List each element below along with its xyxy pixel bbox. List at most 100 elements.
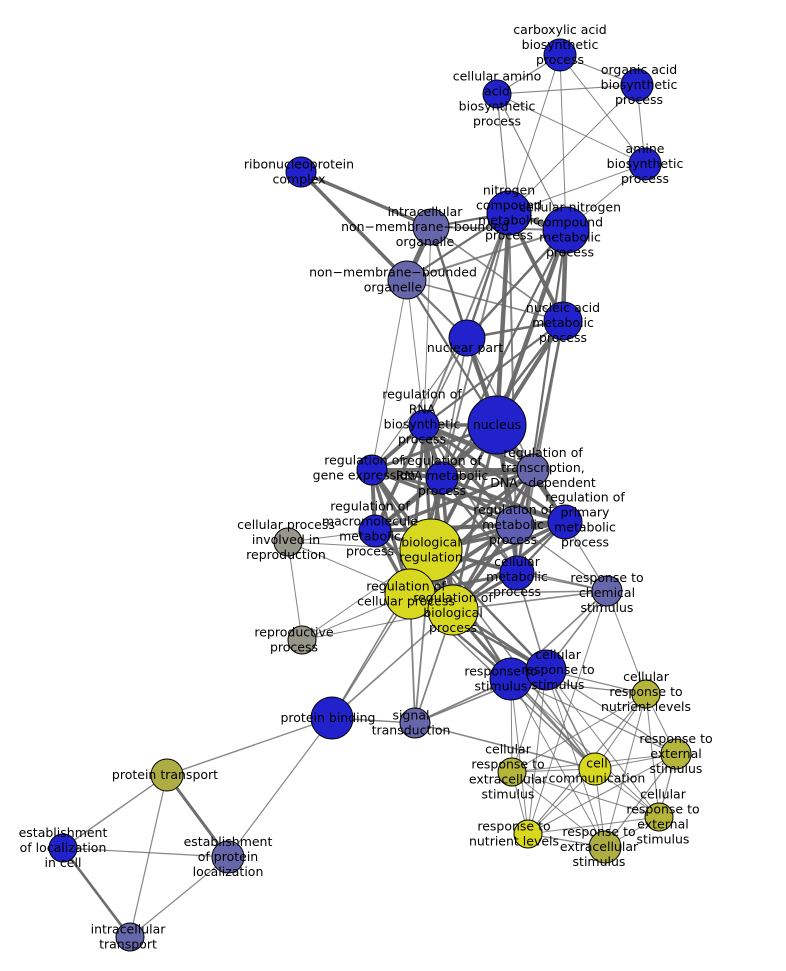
graph-node-response-to-nutrient-levels[interactable]: response to nutrient levels: [513, 819, 543, 849]
graph-edge[interactable]: [508, 163, 646, 214]
graph-node-non-membrane-bounded-organelle[interactable]: non−membrane−bounded organelle: [387, 260, 427, 300]
graph-node-establishment-of-protein-localization[interactable]: establishment of protein localization: [211, 840, 245, 874]
graph-node-label: response to extracellular stimulus: [560, 824, 639, 869]
graph-edge[interactable]: [511, 771, 606, 848]
graph-edge[interactable]: [441, 337, 468, 479]
graph-edge[interactable]: [604, 693, 647, 848]
graph-edge[interactable]: [371, 337, 468, 471]
graph-edge[interactable]: [287, 541, 303, 641]
graph-edge[interactable]: [545, 669, 660, 818]
graph-node-protein-binding[interactable]: protein binding: [310, 696, 354, 740]
graph-node-nitrogen-compound-metabolic-process[interactable]: nitrogen compound metabolic process: [486, 190, 532, 236]
graph-node-protein-transport[interactable]: protein transport: [150, 758, 184, 792]
graph-node-cellular-response-to-nutrient-levels[interactable]: cellular response to nutrient levels: [631, 679, 661, 709]
graph-edge[interactable]: [527, 753, 677, 835]
graph-node-cellular-response-to-extracellular-stimulus[interactable]: cellular response to extracellular stimu…: [497, 757, 527, 787]
graph-node-reproductive-process[interactable]: reproductive process: [287, 625, 317, 655]
graph-edge[interactable]: [370, 468, 567, 524]
graph-edge[interactable]: [423, 226, 432, 426]
graph-node-nuclear-part[interactable]: nuclear part: [448, 319, 486, 357]
graph-edge[interactable]: [331, 609, 454, 719]
graph-node-label: regulation of metabolic process: [473, 502, 553, 547]
graph-node-response-to-extracellular-stimulus[interactable]: response to extracellular stimulus: [588, 830, 622, 864]
graph-edge[interactable]: [559, 54, 646, 165]
graph-node-cellular-amino-acid-biosynthetic-process[interactable]: cellular amino acid biosynthetic process: [482, 79, 512, 109]
graph-node-label: establishment of protein localization: [184, 834, 273, 879]
graph-node-cellular-process-involved-in-reproduction[interactable]: cellular process involved in reproductio…: [273, 527, 303, 557]
graph-edge[interactable]: [496, 93, 567, 231]
graph-edge[interactable]: [510, 678, 606, 848]
graph-edge[interactable]: [166, 717, 333, 776]
graph-node-regulation-of-macromolecule-metabolic-process[interactable]: regulation of macromolecule metabolic pr…: [358, 514, 392, 548]
graph-edge[interactable]: [406, 279, 564, 322]
graph-node-signal-transduction[interactable]: signal transduction: [399, 707, 431, 739]
graph-edge[interactable]: [129, 856, 229, 938]
graph-edge[interactable]: [559, 54, 567, 231]
graph-edge[interactable]: [406, 229, 567, 281]
graph-edge[interactable]: [165, 773, 230, 859]
graph-edge[interactable]: [465, 228, 568, 340]
graph-node-cell-communication[interactable]: cell communication: [578, 752, 612, 786]
graph-edge[interactable]: [645, 693, 660, 818]
graph-edge[interactable]: [62, 774, 168, 849]
labels-layer: carboxylic acid biosynthetic process organi…: [19, 22, 713, 952]
graph-edge[interactable]: [527, 816, 660, 835]
graph-node-regulation-of-gene-expression[interactable]: regulation of gene expression: [356, 454, 388, 486]
graph-node-ribonucleoprotein-complex[interactable]: ribonucleoprotein complex: [285, 156, 317, 188]
graph-edge[interactable]: [414, 722, 596, 770]
graph-node-response-to-external-stimulus[interactable]: response to external stimulus: [660, 738, 692, 770]
graph-edge[interactable]: [227, 717, 333, 858]
graph-node-label: nucleic acid metabolic process: [526, 300, 600, 345]
graph-node-regulation-of-transcription-dna-dependent[interactable]: regulation of transcription, DNA−depende…: [516, 453, 550, 487]
graph-node-cellular-response-to-external-stimulus[interactable]: cellular response to external stimulus: [644, 802, 674, 832]
graph-node-cellular-metabolic-process[interactable]: cellular metabolic process: [499, 555, 535, 591]
graph-edge[interactable]: [422, 319, 565, 427]
graph-edge[interactable]: [527, 669, 547, 835]
graph-edge[interactable]: [511, 771, 660, 818]
graph-edge[interactable]: [511, 693, 647, 773]
graph-edge[interactable]: [604, 753, 677, 848]
graph-node-label: carboxylic acid biosynthetic process: [513, 22, 606, 67]
graph-edge[interactable]: [452, 590, 608, 611]
graph-edge[interactable]: [371, 279, 408, 471]
graph-node-response-to-chemical-stimulus[interactable]: response to chemical stimulus: [591, 575, 623, 607]
graph-edge[interactable]: [370, 468, 517, 527]
graph-node-intracellular-non-membrane-bounded-organelle[interactable]: intracellular non−membrane−bounded organ…: [412, 208, 450, 246]
graph-node-cellular-response-to-stimulus[interactable]: cellular response to stimulus: [525, 649, 567, 691]
graph-node-label: response to stimulus: [464, 663, 537, 693]
graph-edge[interactable]: [510, 678, 529, 835]
graph-edge[interactable]: [430, 226, 564, 322]
graph-node-amine-biosynthetic-process[interactable]: amine biosynthetic process: [628, 147, 662, 181]
graph-node-label: regulation of transcription, DNA−dependent: [490, 445, 596, 490]
graph-node-regulation-of-rna-metabolic-process[interactable]: regulation of RNA metabolic process: [425, 461, 459, 495]
graph-edge[interactable]: [423, 212, 510, 426]
graph-node-nucleic-acid-metabolic-process[interactable]: nucleic acid metabolic process: [543, 301, 583, 341]
graph-edge[interactable]: [61, 846, 132, 939]
graph-node-establishment-of-localization-in-cell[interactable]: establishment of localization in cell: [48, 833, 78, 863]
graph-edge[interactable]: [545, 669, 677, 755]
graph-edge[interactable]: [545, 669, 606, 848]
graph-node-intracellular-transport[interactable]: intracellular transport: [115, 922, 145, 952]
graph-edge[interactable]: [301, 609, 454, 641]
graph-edge[interactable]: [508, 54, 561, 214]
graph-node-organic-acid-biosynthetic-process[interactable]: organic acid biosynthetic process: [620, 68, 654, 102]
graph-node-regulation-of-biological-process[interactable]: regulation of biological process: [427, 584, 479, 636]
graph-node-regulation-of-rna-biosynthetic-process[interactable]: regulation of RNA biosynthetic process: [408, 409, 440, 441]
graph-edge[interactable]: [423, 424, 518, 574]
graph-node-nucleus[interactable]: nucleus: [467, 395, 527, 455]
graph-edge[interactable]: [62, 847, 229, 858]
graph-edge[interactable]: [508, 84, 638, 214]
graph-node-label: regulation of cellular process: [357, 578, 455, 608]
graph-node-cellular-nitrogen-compound-metabolic-process[interactable]: cellular nitrogen compound metabolic pro…: [542, 206, 590, 254]
graph-edge[interactable]: [129, 774, 168, 938]
graph-edge[interactable]: [496, 93, 646, 165]
graph-node-label: intracellular transport: [91, 921, 167, 951]
graph-node-regulation-of-primary-metabolic-process[interactable]: regulation of primary metabolic process: [547, 504, 583, 540]
graph-edge[interactable]: [299, 170, 433, 229]
graph-edge[interactable]: [408, 520, 567, 596]
graph-node-carboxylic-acid-biosynthetic-process[interactable]: carboxylic acid biosynthetic process: [543, 38, 577, 72]
graph-edge[interactable]: [606, 590, 647, 695]
graph-edge[interactable]: [496, 84, 638, 95]
graph-node-regulation-of-metabolic-process[interactable]: regulation of metabolic process: [495, 505, 535, 545]
